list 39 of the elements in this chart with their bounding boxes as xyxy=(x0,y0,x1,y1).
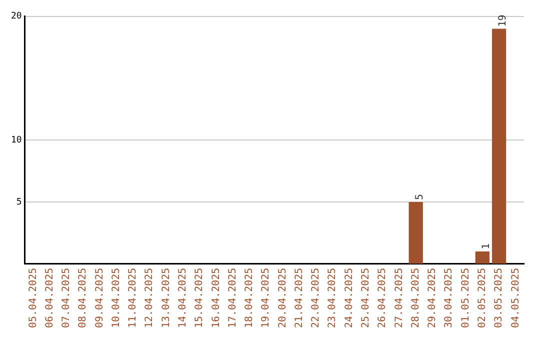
x-tick-label: 08.04.2025 xyxy=(78,268,89,328)
x-tick-label: 05.04.2025 xyxy=(28,268,39,328)
x-tick-label: 18.04.2025 xyxy=(244,268,256,328)
x-tick-label: 25.04.2025 xyxy=(360,268,372,328)
x-tick-label: 30.04.2025 xyxy=(444,268,455,328)
x-tick-label: 20.04.2025 xyxy=(277,268,288,328)
x-tick-label: 17.04.2025 xyxy=(227,268,238,328)
bar xyxy=(492,28,506,264)
x-tick-label: 19.04.2025 xyxy=(260,268,272,328)
x-tick-label: 23.04.2025 xyxy=(327,268,338,328)
x-tick-label: 16.04.2025 xyxy=(210,268,222,328)
x-tick-label: 09.04.2025 xyxy=(94,268,106,328)
data-label: 19 xyxy=(498,14,509,27)
x-tick-label: 10.04.2025 xyxy=(110,268,122,328)
data-label: 1 xyxy=(480,243,492,250)
x-tick-label: 02.05.2025 xyxy=(476,268,488,328)
bar xyxy=(408,202,423,264)
x-tick-label: 13.04.2025 xyxy=(160,268,172,328)
x-tick-label: 15.04.2025 xyxy=(194,268,206,328)
y-tick-label: 5 xyxy=(16,197,22,208)
x-tick-label: 27.04.2025 xyxy=(394,268,405,328)
x-tick-label: 28.04.2025 xyxy=(410,268,422,328)
x-tick-label: 12.04.2025 xyxy=(144,268,156,328)
x-tick-label: 21.04.2025 xyxy=(294,268,305,328)
x-tick-label: 29.04.2025 xyxy=(427,268,438,328)
x-tick-label: 04.05.2025 xyxy=(510,268,522,328)
x-tick-label: 06.04.2025 xyxy=(44,268,56,328)
x-tick-label: 26.04.2025 xyxy=(377,268,388,328)
y-tick-label: 10 xyxy=(10,135,22,146)
x-tick-label: 01.05.2025 xyxy=(460,268,472,328)
x-tick-label: 07.04.2025 xyxy=(61,268,72,328)
y-tick-label: 20 xyxy=(10,12,22,22)
x-tick-label: 24.04.2025 xyxy=(344,268,355,328)
x-tick-label: 03.05.2025 xyxy=(494,268,505,328)
x-tick-label: 22.04.2025 xyxy=(310,268,322,328)
bar xyxy=(475,251,490,264)
x-tick-label: 11.04.2025 xyxy=(128,268,139,328)
data-label: 5 xyxy=(414,194,426,200)
x-tick-label: 14.04.2025 xyxy=(178,268,188,328)
